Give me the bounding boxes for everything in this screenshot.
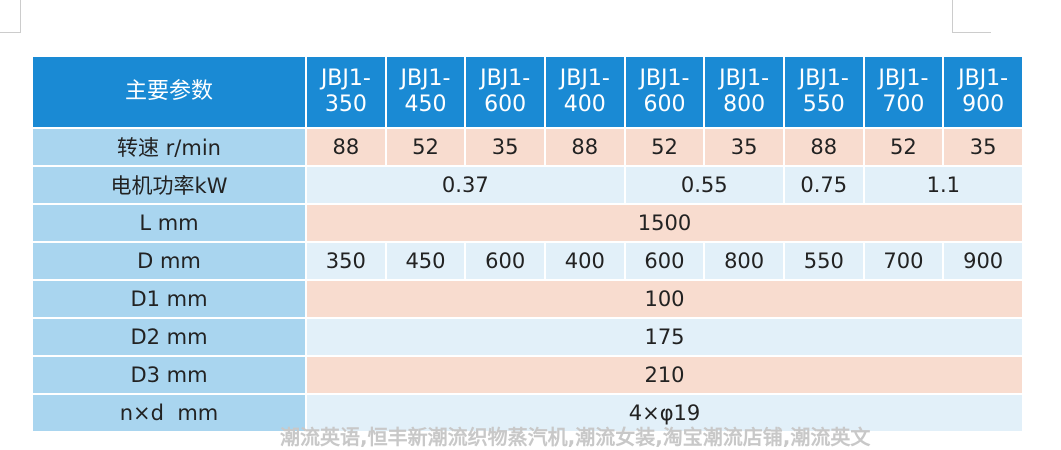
model-line: JBJ1- <box>798 66 849 91</box>
cell: 52 <box>625 129 704 165</box>
model: JBJ1- 550 <box>784 57 863 127</box>
model-line: JBJ1- <box>400 66 451 91</box>
cell: 100 <box>307 281 1022 317</box>
row-label: D3 mm <box>33 357 305 393</box>
cell: 550 <box>784 243 863 279</box>
row-label: D2 mm <box>33 319 305 355</box>
model-line: JBJ1- <box>878 66 929 91</box>
model-line: 800 <box>723 92 766 117</box>
row: D1 mm 100 <box>33 281 1022 317</box>
row: D3 mm 210 <box>33 357 1022 393</box>
model: JBJ1- 900 <box>944 57 1022 127</box>
cell: 0.75 <box>784 167 863 203</box>
cell: 900 <box>944 243 1022 279</box>
row-label: L mm <box>33 205 305 241</box>
cell: 52 <box>386 129 465 165</box>
model-line: JBJ1- <box>480 66 531 91</box>
model-line: 350 <box>324 92 367 117</box>
row: D mm 350 450 600 400 600 800 550 700 900 <box>33 243 1022 279</box>
crop-mark <box>0 0 21 33</box>
row-label: D mm <box>33 243 305 279</box>
model: JBJ1- 600 <box>625 57 704 127</box>
row: 转速 r/min 88 52 35 88 52 35 88 52 35 <box>33 129 1022 165</box>
cell: 35 <box>466 129 544 165</box>
cell: 88 <box>307 129 385 165</box>
model-line: JBJ1- <box>719 66 770 91</box>
cell: 350 <box>307 243 385 279</box>
crop-mark <box>952 0 991 33</box>
cell: 1500 <box>307 205 1022 241</box>
row-label: n×d mm <box>33 395 305 431</box>
row: n×d mm 4×φ19 <box>33 395 1022 431</box>
model-line: 400 <box>563 92 606 117</box>
cell: 52 <box>864 129 943 165</box>
cell: 600 <box>466 243 544 279</box>
cell: 88 <box>784 129 863 165</box>
model-line: 900 <box>962 92 1005 117</box>
row: 电机功率kW 0.37 0.55 0.75 1.1 <box>33 167 1022 203</box>
cell: 1.1 <box>864 167 1022 203</box>
header-title: 主要参数 <box>33 57 305 127</box>
row-label: D1 mm <box>33 281 305 317</box>
spec-table: 主要参数 JBJ1- 350 JBJ1- 450 JBJ1- 600 JBJ1- 400… <box>31 55 1024 433</box>
cell: 175 <box>307 319 1022 355</box>
model-line: 600 <box>484 92 527 117</box>
model: JBJ1- 800 <box>705 57 783 127</box>
cell: 35 <box>944 129 1022 165</box>
cell: 88 <box>545 129 624 165</box>
model-line: 450 <box>404 92 447 117</box>
cell: 0.55 <box>625 167 783 203</box>
cell: 450 <box>386 243 465 279</box>
cell: 800 <box>705 243 783 279</box>
model: JBJ1- 600 <box>466 57 544 127</box>
row: L mm 1500 <box>33 205 1022 241</box>
model-line: JBJ1- <box>958 66 1009 91</box>
model-line: 600 <box>643 92 686 117</box>
model: JBJ1- 400 <box>545 57 624 127</box>
row-label: 转速 r/min <box>33 129 305 165</box>
cell: 400 <box>545 243 624 279</box>
cell: 0.37 <box>307 167 624 203</box>
cell: 700 <box>864 243 943 279</box>
cell: 210 <box>307 357 1022 393</box>
header-row: 主要参数 JBJ1- 350 JBJ1- 450 JBJ1- 600 JBJ1- 400… <box>33 57 1022 127</box>
model: JBJ1- 350 <box>307 57 385 127</box>
model-line: 700 <box>882 92 925 117</box>
row: D2 mm 175 <box>33 319 1022 355</box>
cell: 4×φ19 <box>307 395 1022 431</box>
watermark: 潮流英语,恒丰新潮流织物蒸汽机,潮流女装,淘宝潮流店铺,潮流英文 <box>280 425 871 449</box>
row-label: 电机功率kW <box>33 167 305 203</box>
model: JBJ1- 450 <box>386 57 465 127</box>
model-line: 550 <box>802 92 845 117</box>
cell: 600 <box>625 243 704 279</box>
model-line: JBJ1- <box>559 66 610 91</box>
model: JBJ1- 700 <box>864 57 943 127</box>
model-line: JBJ1- <box>320 66 371 91</box>
cell: 35 <box>705 129 783 165</box>
model-line: JBJ1- <box>639 66 690 91</box>
